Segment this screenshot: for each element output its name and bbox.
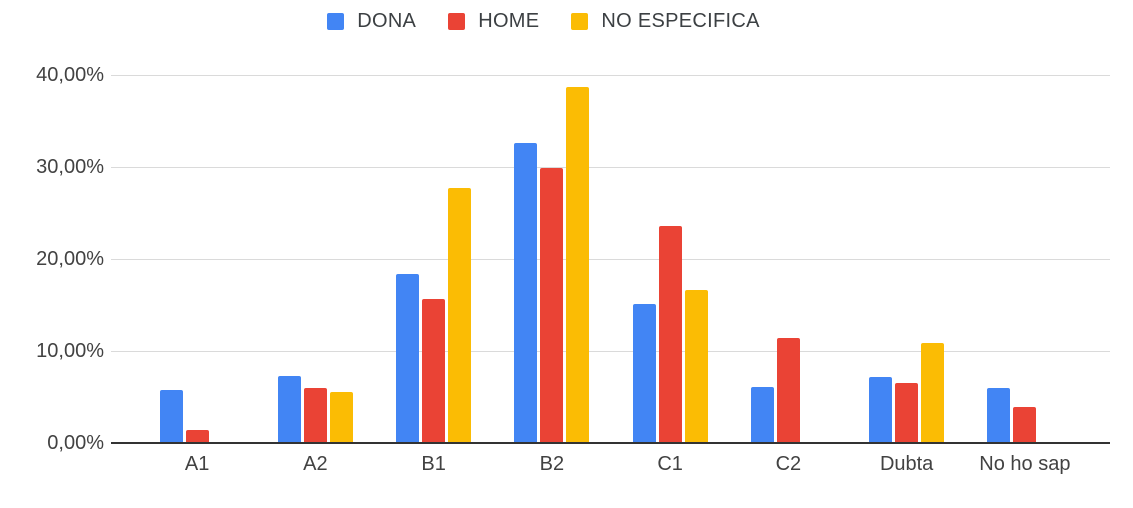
bar-dona-c1 xyxy=(632,304,656,443)
bar-dona-a2 xyxy=(277,375,301,443)
bar-group-dubta xyxy=(848,75,966,443)
y-tick-label: 20,00% xyxy=(36,248,104,270)
gridline xyxy=(111,351,1110,352)
y-tick-label: 0,00% xyxy=(47,432,104,454)
x-tick-label-dubta: Dubta xyxy=(879,453,934,475)
bar-home-dubta xyxy=(895,383,919,443)
bar-group-b2 xyxy=(493,75,611,443)
x-axis: A1 A2 B1 B2 C1 C2 Dubta No ho sap xyxy=(138,453,1084,476)
bar-dona-b1 xyxy=(396,273,420,443)
x-tick-label-b1: B1 xyxy=(421,453,446,475)
legend-item-no-especifica: NO ESPECIFICA xyxy=(571,10,759,33)
gridline xyxy=(111,259,1110,260)
x-tick-label-c2: C2 xyxy=(775,453,802,475)
y-tick-label: 10,00% xyxy=(36,340,104,362)
bar-home-b2 xyxy=(540,167,564,443)
bar-no-especifica-c1 xyxy=(684,290,708,443)
legend-swatch-icon xyxy=(327,13,345,30)
y-tick-label: 40,00% xyxy=(36,64,104,86)
gridline xyxy=(111,75,1110,76)
legend-label: HOME xyxy=(478,10,540,32)
legend-label: DONA xyxy=(357,10,417,32)
bar-group-c2 xyxy=(729,75,847,443)
bar-dona-c2 xyxy=(750,386,774,443)
plot-area xyxy=(111,75,1110,444)
legend-item-home: HOME xyxy=(448,10,539,33)
bar-no-especifica-a2 xyxy=(329,392,353,443)
bar-no-especifica-b2 xyxy=(566,86,590,443)
legend-swatch-icon xyxy=(571,13,589,30)
x-tick-label-b2: B2 xyxy=(539,453,565,475)
bar-home-c2 xyxy=(776,338,800,443)
bar-group-c1 xyxy=(611,75,729,443)
x-tick-label-a2: A2 xyxy=(303,453,328,475)
bar-home-a1 xyxy=(185,430,209,443)
bar-home-c1 xyxy=(658,225,682,443)
x-tick-label-a1: A1 xyxy=(184,453,210,475)
bar-group-no-ho-sap xyxy=(966,75,1084,443)
bar-no-especifica-b1 xyxy=(448,188,472,443)
bar-dona-dubta xyxy=(869,376,893,443)
bar-home-no-ho-sap xyxy=(1013,407,1037,443)
x-tick-label-no-ho-sap: No ho sap xyxy=(979,453,1071,475)
bar-group-b1 xyxy=(375,75,493,443)
chart-legend: DONA HOME NO ESPECIFICA xyxy=(0,10,1133,33)
bar-dona-b2 xyxy=(514,143,538,443)
legend-swatch-icon xyxy=(448,13,466,30)
bar-groups xyxy=(138,75,1084,443)
bar-dona-no-ho-sap xyxy=(987,387,1011,443)
x-tick-label-c1: C1 xyxy=(657,453,683,475)
legend-label: NO ESPECIFICA xyxy=(601,10,760,32)
bar-home-a2 xyxy=(303,387,327,443)
gridline xyxy=(111,167,1110,168)
bar-group-a2 xyxy=(256,75,374,443)
bar-dona-a1 xyxy=(159,389,183,443)
y-tick-label: 30,00% xyxy=(36,156,104,178)
x-axis-baseline xyxy=(111,442,1110,444)
legend-item-dona: DONA xyxy=(327,10,416,33)
bar-no-especifica-dubta xyxy=(921,342,945,443)
bar-home-b1 xyxy=(422,298,446,443)
bar-group-a1 xyxy=(138,75,256,443)
